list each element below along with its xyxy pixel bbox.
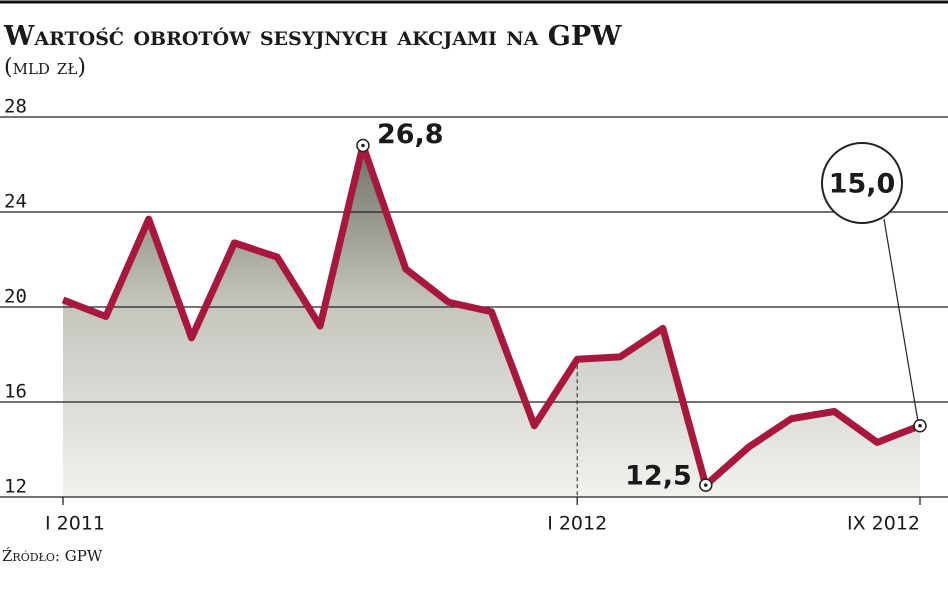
callout-leader — [883, 218, 919, 422]
value-label: 26,8 — [377, 119, 444, 150]
chart-subtitle: (mld zł) — [4, 55, 86, 80]
x-tick-label: IX 2012 — [847, 513, 920, 535]
value-label: 12,5 — [625, 461, 692, 492]
value-label: 15,0 — [829, 169, 896, 200]
callout — [821, 142, 903, 224]
x-tick-label: I 2011 — [45, 513, 105, 535]
y-tick-label: 12 — [4, 476, 27, 498]
x-tick-label: I 2012 — [547, 513, 607, 535]
point-dot — [918, 423, 922, 428]
point-dot — [361, 143, 365, 148]
y-tick-label: 16 — [4, 381, 27, 403]
line — [61, 142, 922, 489]
y-tick-label: 28 — [4, 96, 27, 118]
y-tick-label: 20 — [4, 286, 27, 308]
y-tick-label: 24 — [4, 191, 27, 213]
source: Źródło: GPW — [2, 547, 103, 565]
point-dot — [703, 483, 708, 487]
chart-title: Wartość obrotów sesyjnych akcjami na GPW — [3, 21, 622, 52]
